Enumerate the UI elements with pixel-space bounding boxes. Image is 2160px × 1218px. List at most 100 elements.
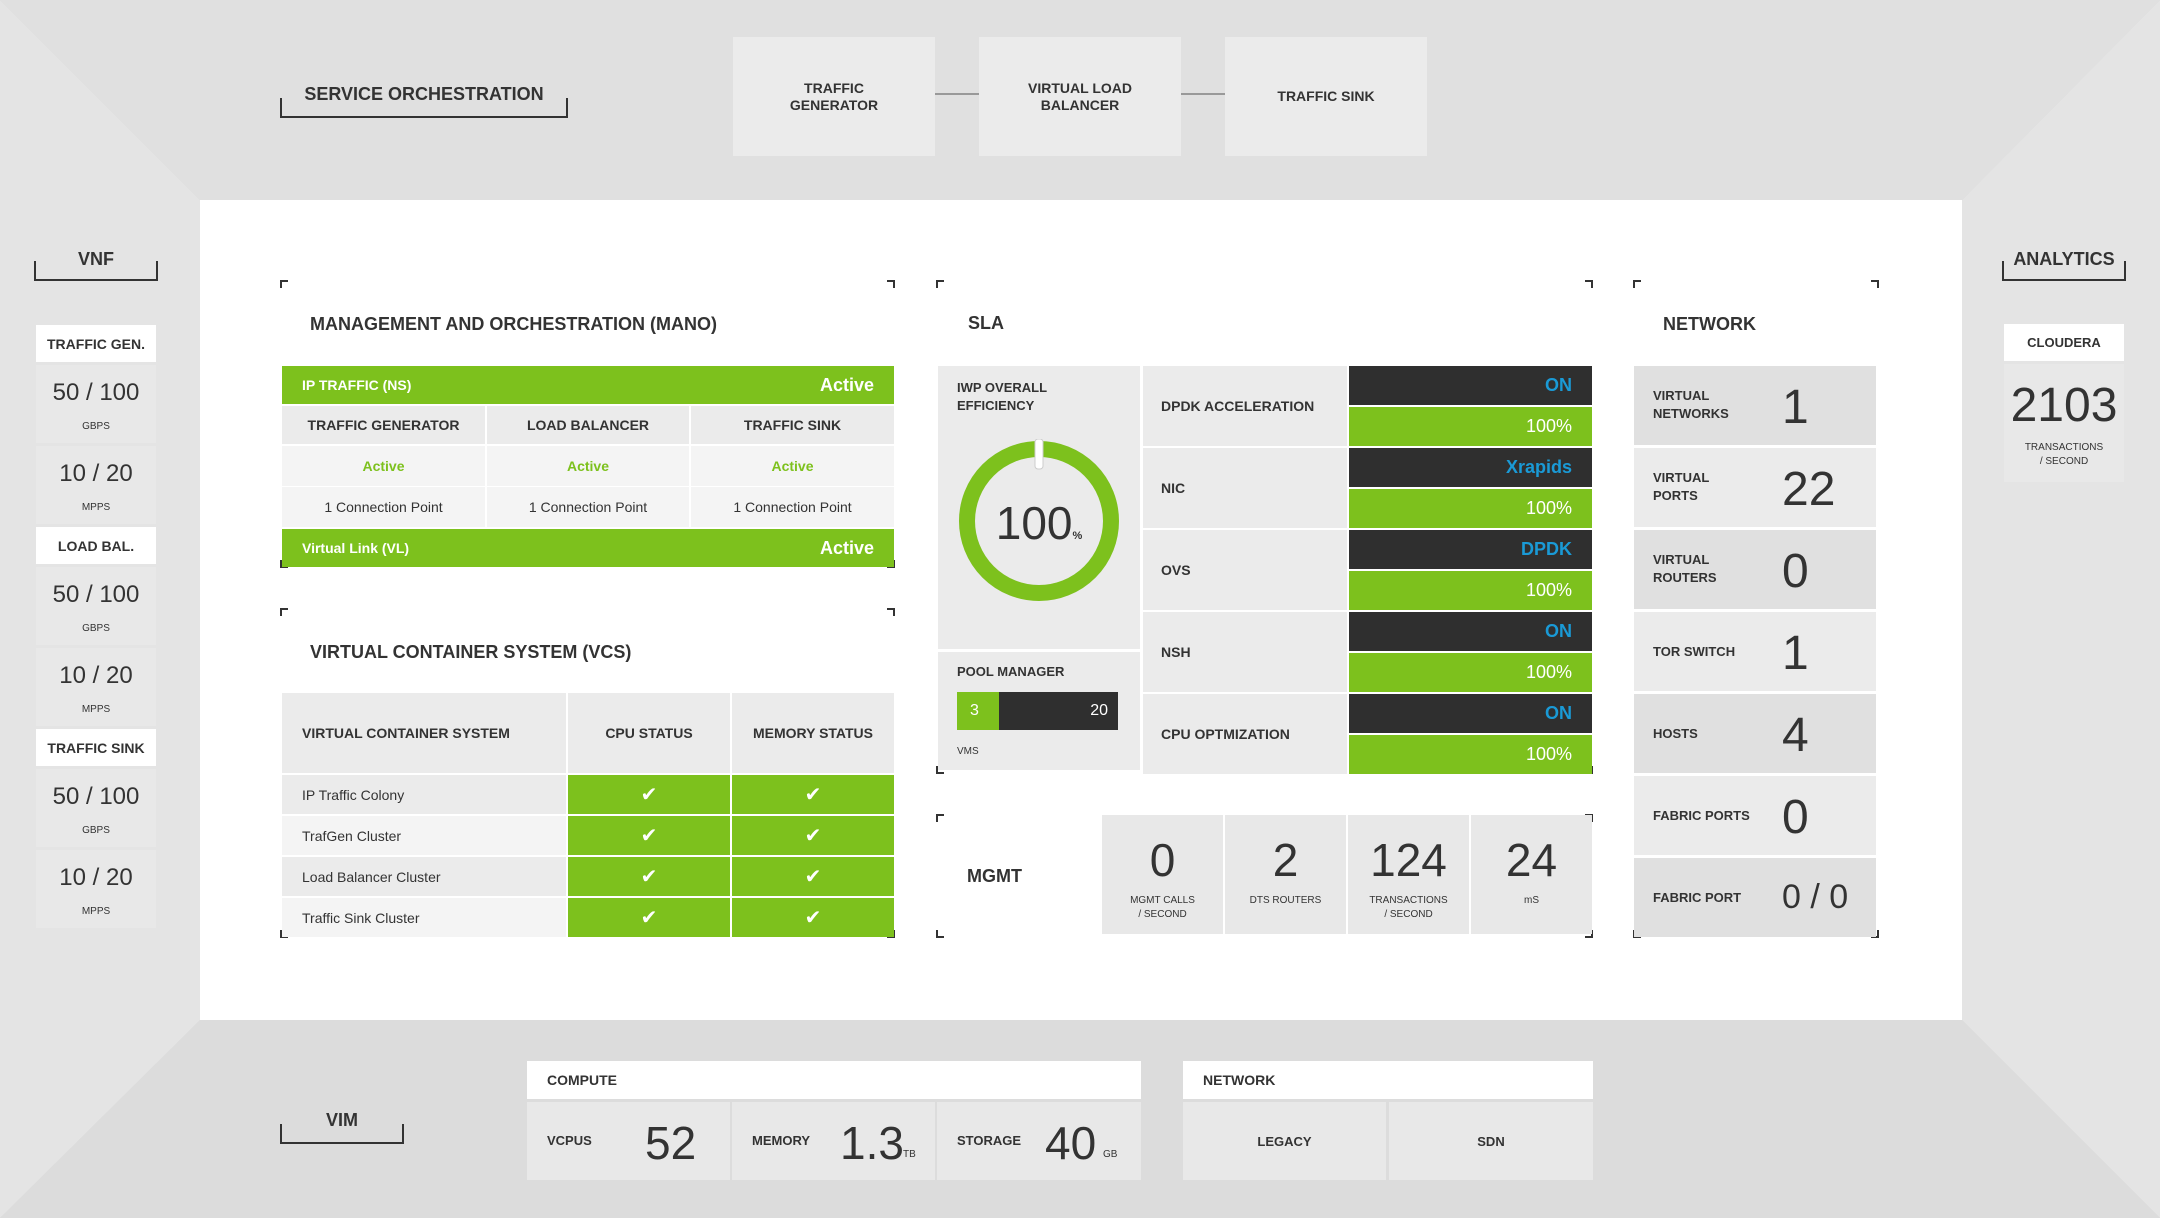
vcs-header-name-text: VIRTUAL CONTAINER SYSTEM xyxy=(302,725,510,741)
sla-row-status[interactable]: Xrapids xyxy=(1349,448,1592,487)
vnf-metric-unit: GBPS xyxy=(82,623,110,634)
compute-header: COMPUTE xyxy=(527,1061,1141,1099)
mano-title: MANAGEMENT AND ORCHESTRATION (MANO) xyxy=(310,314,717,334)
compute-card-unit: TB xyxy=(903,1149,916,1160)
network-row-value: 0 xyxy=(1782,545,1809,598)
vcs-row-name[interactable]: IP Traffic Colony xyxy=(282,775,566,814)
legacy-label: LEGACY xyxy=(1257,1133,1312,1149)
virtual-load-balancer-box-label: VIRTUAL LOAD BALANCER xyxy=(1028,79,1132,113)
iwp-card[interactable]: IWP OVERALL EFFICIENCY 100% xyxy=(938,366,1140,649)
mano-header-row[interactable]: IP TRAFFIC (NS) Active xyxy=(282,366,894,404)
check-icon: ✔ xyxy=(804,866,822,888)
vim-network-header: NETWORK xyxy=(1183,1061,1593,1099)
service-orchestration-label: SERVICE ORCHESTRATION xyxy=(304,84,544,104)
vcs-row-name[interactable]: Load Balancer Cluster xyxy=(282,857,566,896)
mgmt-stat-card[interactable]: 0 MGMT CALLS / SECOND xyxy=(1102,815,1223,934)
network-row[interactable]: TOR SWITCH 1 xyxy=(1634,612,1876,691)
vcs-corner xyxy=(280,930,288,938)
sla-row-label: OVS xyxy=(1143,530,1347,610)
mano-footer-status: Active xyxy=(819,537,874,558)
network-corner xyxy=(1871,930,1879,938)
network-row[interactable]: HOSTS 4 xyxy=(1634,694,1876,773)
vnf-metric-card[interactable]: 50 / 100 GBPS xyxy=(36,769,156,847)
network-row-value: 4 xyxy=(1782,709,1809,762)
mgmt-stat-label-line2: / SECOND xyxy=(1384,909,1433,920)
sla-row-status[interactable]: ON xyxy=(1349,366,1592,405)
pool-manager-card[interactable]: POOL MANAGER 3 20 VMS xyxy=(938,652,1140,770)
cloudera-label: CLOUDERA xyxy=(2004,324,2124,361)
mano-footer-row[interactable]: Virtual Link (VL) Active xyxy=(282,529,894,567)
vcs-corner xyxy=(887,930,895,938)
legacy-network-card[interactable]: LEGACY xyxy=(1183,1102,1386,1180)
vcs-header-name: VIRTUAL CONTAINER SYSTEM xyxy=(282,693,566,773)
sla-row-percent: 100% xyxy=(1349,571,1592,610)
mgmt-stat-card[interactable]: 24 mS xyxy=(1471,815,1592,934)
network-row-label-line1: FABRIC PORTS xyxy=(1653,808,1750,823)
vnf-metric-value: 50 / 100 xyxy=(52,581,140,608)
mgmt-title: MGMT xyxy=(967,866,1022,886)
network-row-label-line1: FABRIC PORT xyxy=(1653,890,1742,905)
sla-row-status-text: Xrapids xyxy=(1505,457,1572,477)
compute-card-label: MEMORY xyxy=(752,1133,811,1148)
mgmt-stat-card[interactable]: 124 TRANSACTIONS / SECOND xyxy=(1348,815,1469,934)
vnf-metric-card[interactable]: 50 / 100 GBPS xyxy=(36,567,156,645)
sla-corner xyxy=(1585,280,1593,288)
analytics-bracket xyxy=(2002,261,2126,281)
vnf-metric-value: 10 / 20 xyxy=(59,460,133,487)
check-icon: ✔ xyxy=(804,784,822,806)
network-row[interactable]: VIRTUAL PORTS 22 xyxy=(1634,448,1876,527)
mgmt-stat-card[interactable]: 2 DTS ROUTERS xyxy=(1225,815,1346,934)
sla-row-percent-text: 100% xyxy=(1525,662,1572,682)
network-row-value: 0 / 0 xyxy=(1782,878,1849,916)
cpu-status-cell: ✔ xyxy=(568,857,730,896)
virtual-load-balancer-box[interactable]: VIRTUAL LOAD BALANCER xyxy=(979,37,1181,156)
network-row[interactable]: FABRIC PORT 0 / 0 xyxy=(1634,858,1876,937)
cloudera-card[interactable]: 2103 TRANSACTIONS / SECOND xyxy=(2004,364,2124,482)
mano-connection-point-text: 1 Connection Point xyxy=(733,499,852,515)
sla-row-label-text: NSH xyxy=(1161,644,1191,660)
network-row[interactable]: FABRIC PORTS 0 xyxy=(1634,776,1876,855)
sla-title: SLA xyxy=(968,313,1004,333)
sla-row-status[interactable]: DPDK xyxy=(1349,530,1592,569)
vnf-metric-card[interactable]: 10 / 20 MPPS xyxy=(36,446,156,524)
mano-connection-point: 1 Connection Point xyxy=(487,487,689,527)
sla-row-percent-text: 100% xyxy=(1525,744,1572,764)
check-icon: ✔ xyxy=(804,825,822,847)
efficiency-unit: % xyxy=(1072,530,1083,542)
sla-row-percent-text: 100% xyxy=(1525,498,1572,518)
mgmt-corner xyxy=(936,814,944,822)
vim-network-header-label: NETWORK xyxy=(1203,1072,1276,1088)
sla-row-status-text: DPDK xyxy=(1520,539,1572,559)
sla-row-label: NSH xyxy=(1143,612,1347,692)
sla-row-status[interactable]: ON xyxy=(1349,612,1592,651)
vcs-row-name-text: Traffic Sink Cluster xyxy=(302,909,420,926)
vcs-row-name[interactable]: TrafGen Cluster xyxy=(282,816,566,855)
sla-row-status[interactable]: ON xyxy=(1349,694,1592,733)
compute-card-unit: GB xyxy=(1103,1149,1118,1160)
sdn-network-card[interactable]: SDN xyxy=(1389,1102,1593,1180)
sla-row-label: NIC xyxy=(1143,448,1347,528)
vcs-row-name[interactable]: Traffic Sink Cluster xyxy=(282,898,566,937)
mgmt-stat-value: 24 xyxy=(1505,834,1558,886)
mano-column-header: LOAD BALANCER xyxy=(487,406,689,444)
sla-row-percent: 100% xyxy=(1349,735,1592,774)
pool-bar: 3 20 xyxy=(957,692,1118,730)
vnf-metric-card[interactable]: 10 / 20 MPPS xyxy=(36,850,156,928)
vnf-metric-value: 10 / 20 xyxy=(59,662,133,689)
vnf-metric-card[interactable]: 50 / 100 GBPS xyxy=(36,365,156,443)
compute-card[interactable]: MEMORY 1.3 TB xyxy=(732,1102,935,1180)
mano-column-header-text: TRAFFIC GENERATOR xyxy=(307,417,460,433)
traffic-generator-box[interactable]: TRAFFIC GENERATOR xyxy=(733,37,935,156)
vcs-header-memory-text: MEMORY STATUS xyxy=(752,725,874,741)
sla-row-percent: 100% xyxy=(1349,407,1592,446)
vcs-header-cpu: CPU STATUS xyxy=(568,693,730,773)
network-row[interactable]: VIRTUAL ROUTERS 0 xyxy=(1634,530,1876,609)
compute-card[interactable]: VCPUS 52 xyxy=(527,1102,730,1180)
vcs-row-name-text: Load Balancer Cluster xyxy=(302,868,441,885)
compute-card[interactable]: STORAGE 40 GB xyxy=(937,1102,1141,1180)
sla-row-status-text: ON xyxy=(1545,621,1572,641)
network-row[interactable]: VIRTUAL NETWORKS 1 xyxy=(1634,366,1876,445)
compute-card-value: 52 xyxy=(645,1117,697,1169)
traffic-sink-box[interactable]: TRAFFIC SINK xyxy=(1225,37,1427,156)
vnf-metric-card[interactable]: 10 / 20 MPPS xyxy=(36,648,156,726)
